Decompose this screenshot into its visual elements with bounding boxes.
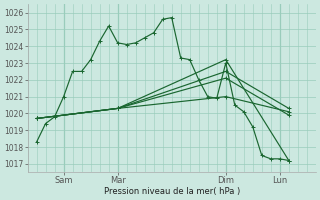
X-axis label: Pression niveau de la mer( hPa ): Pression niveau de la mer( hPa ) xyxy=(104,187,240,196)
